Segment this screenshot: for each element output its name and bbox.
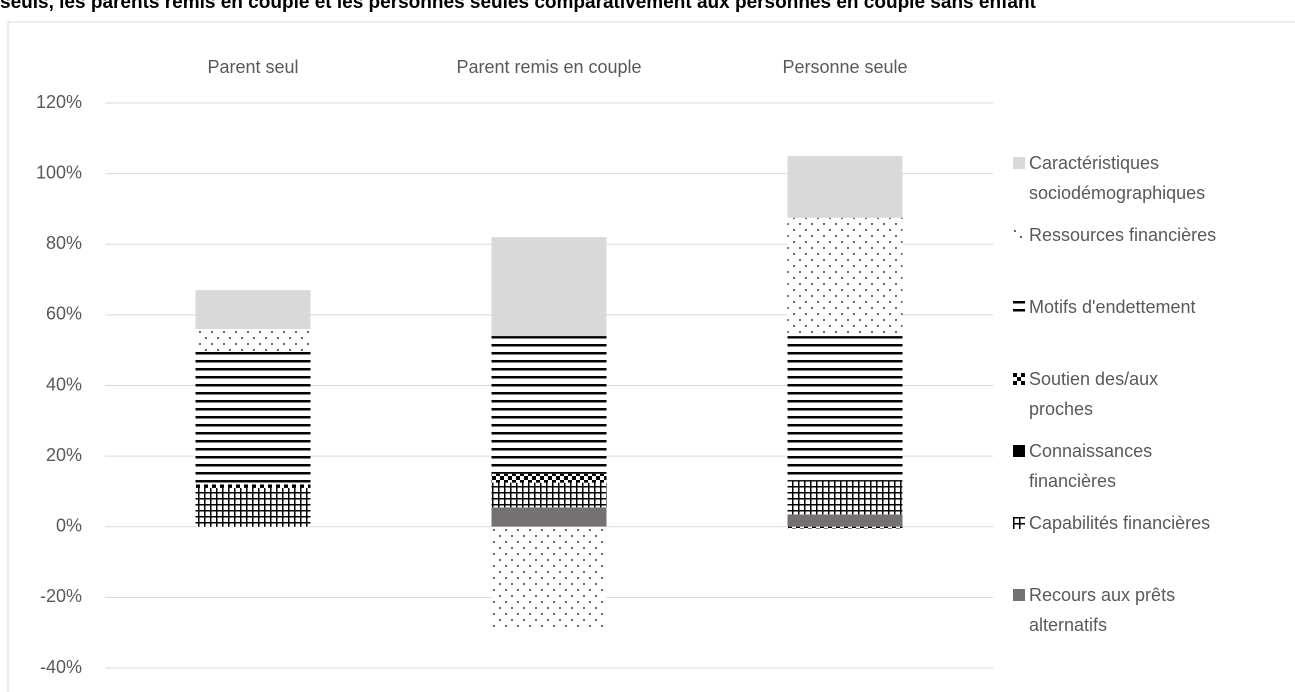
legend-label: Soutien des/aux proches	[1029, 369, 1159, 419]
y-tick-label: 80%	[46, 233, 82, 253]
y-tick-label: 100%	[36, 162, 82, 182]
bar-segment	[491, 482, 607, 508]
chart-border	[7, 21, 1295, 692]
legend-item: Soutien des/aux proches	[1013, 364, 1163, 424]
legend-swatch-fill	[1013, 157, 1025, 169]
legend-label: Motifs d'endettement	[1029, 297, 1196, 317]
legend-label: Caractéristiques sociodémographiques	[1029, 153, 1206, 203]
legend-swatch-fill	[1013, 229, 1025, 241]
bar-segment	[787, 155, 903, 218]
legend-item: Connaissances financières	[1013, 436, 1203, 496]
legend-item: Motifs d'endettement	[1013, 292, 1283, 322]
bar-segment	[195, 484, 311, 488]
bar-segment	[787, 217, 903, 337]
legend-swatch	[1013, 301, 1025, 313]
bar-segment	[491, 526, 607, 628]
legend-swatch	[1013, 229, 1025, 241]
legend-swatch-fill	[1013, 445, 1025, 457]
y-tick-label: 0%	[56, 516, 82, 536]
bar-segment	[491, 473, 607, 483]
y-tick-label: 60%	[46, 304, 82, 324]
legend-item: Caractéristiques sociodémographiques	[1013, 148, 1263, 208]
legend-item: Ressources financières	[1013, 220, 1273, 250]
bar-segment	[195, 329, 311, 352]
bar-segment	[195, 351, 311, 485]
y-tick-label: 40%	[46, 374, 82, 394]
bar-segment	[491, 336, 607, 474]
legend-swatch	[1013, 517, 1025, 529]
y-tick-label: -20%	[40, 586, 82, 606]
legend-swatch	[1013, 157, 1025, 169]
legend-swatch-fill	[1013, 373, 1025, 385]
legend-label: Recours aux prêts alternatifs	[1029, 585, 1176, 635]
x-category-label: Parent seul	[207, 57, 298, 77]
legend-label: Connaissances financières	[1029, 441, 1153, 491]
legend-swatch	[1013, 589, 1025, 601]
y-tick-label: -40%	[40, 657, 82, 677]
legend-swatch	[1013, 373, 1025, 385]
legend-swatch-fill	[1013, 589, 1025, 601]
bar-segment	[787, 336, 903, 481]
legend-swatch-fill	[1013, 517, 1025, 529]
bar-segment	[491, 237, 607, 337]
y-tick-label: 20%	[46, 445, 82, 465]
bar-segment	[195, 487, 311, 527]
chart-title: seuls, les parents remis en couple et le…	[0, 0, 1037, 13]
bar-segment	[491, 507, 607, 527]
legend-item: Recours aux prêts alternatifs	[1013, 580, 1233, 640]
legend-label: Ressources financières	[1029, 225, 1217, 245]
y-tick-label: 120%	[36, 92, 82, 112]
legend-label: Capabilités financières	[1029, 513, 1211, 533]
bar-segment	[787, 514, 903, 527]
x-category-label: Personne seule	[782, 57, 907, 77]
legend-swatch-fill	[1013, 301, 1025, 313]
bar-segment	[787, 526, 903, 529]
bar-segment	[787, 480, 903, 515]
x-category-label: Parent remis en couple	[456, 57, 641, 77]
legend-swatch	[1013, 445, 1025, 457]
bar-segment	[195, 290, 311, 329]
legend-item: Capabilités financières	[1013, 508, 1283, 538]
